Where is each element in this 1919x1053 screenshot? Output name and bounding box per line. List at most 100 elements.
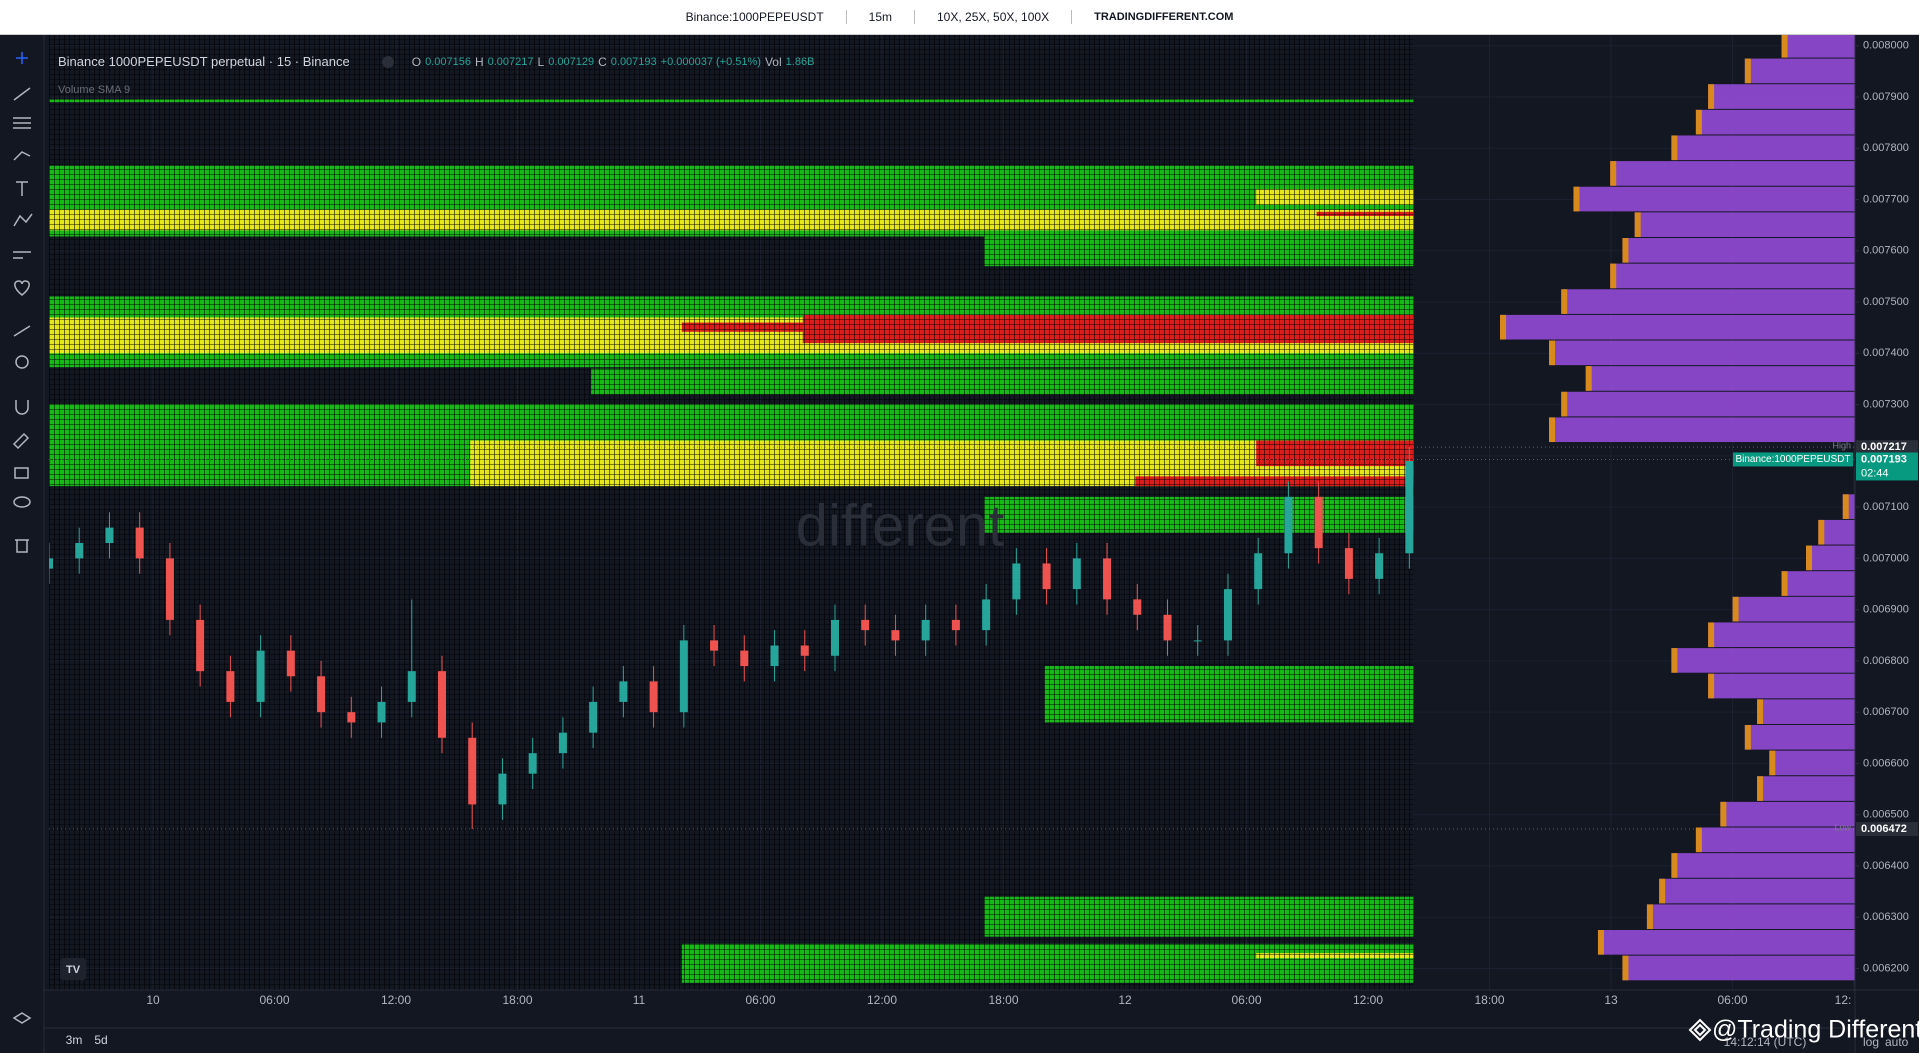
volume-profile-bar: [1671, 853, 1855, 878]
ohlc-value: 0.007129: [548, 55, 595, 68]
candle-body: [317, 676, 326, 713]
x-tick-label: 18:00: [988, 993, 1018, 1007]
vol-value: 1.86B: [785, 55, 815, 68]
candle-body: [377, 701, 386, 723]
range-button[interactable]: 3m: [66, 1033, 83, 1047]
legend-title: Binance 1000PEPEUSDT perpetual · 15 · Bi…: [58, 54, 350, 69]
candle-body: [710, 640, 719, 651]
volume-profile-edge: [1500, 314, 1507, 340]
candle-body: [770, 645, 779, 667]
x-tick-label: 12:00: [867, 993, 897, 1007]
y-tick-label: 0.006200: [1863, 962, 1909, 974]
price-countdown: 02:44: [1861, 467, 1889, 479]
range-button[interactable]: 5d: [94, 1033, 107, 1047]
volume-profile-bar: [1610, 263, 1855, 289]
toolbar-icons[interactable]: [12, 52, 33, 1024]
price-label: 0.007193: [1861, 453, 1907, 465]
candle-body: [226, 671, 235, 702]
interval[interactable]: 15m: [868, 10, 892, 24]
volume-profile-edge: [1622, 237, 1629, 263]
candle-body: [135, 527, 144, 559]
y-tick-label: 0.007500: [1863, 296, 1909, 308]
tv-logo[interactable]: [60, 958, 86, 980]
candle-body: [1254, 553, 1263, 590]
x-tick-label: 06:00: [1717, 993, 1747, 1007]
volume-profile-edge: [1561, 391, 1568, 417]
volume-profile-bar: [1732, 596, 1855, 622]
volume-profile-bar: [1561, 391, 1855, 417]
volume-profile-edge: [1744, 58, 1751, 84]
price-label-box: [1856, 822, 1918, 837]
candle-body: [649, 681, 658, 713]
x-tick-label: 18:00: [1474, 993, 1504, 1007]
candle-body: [558, 732, 567, 754]
volume-profile-edge: [1806, 545, 1813, 571]
ohlc-key: C: [598, 54, 607, 69]
candle-body: [800, 645, 809, 656]
y-tick-label: 0.007300: [1863, 399, 1909, 411]
ohlc-key: O: [411, 54, 422, 69]
change: +0.000037 (+0.51%): [660, 55, 761, 68]
clock: 14:12:14 (UTC): [1724, 1035, 1807, 1049]
y-tick-label: 0.006300: [1863, 911, 1909, 923]
candle-body: [498, 773, 507, 805]
candle-body: [196, 619, 205, 672]
price-label: 0.007217: [1861, 441, 1907, 453]
candle-body: [1344, 548, 1353, 579]
volume-profile-bar: [1646, 904, 1855, 930]
volume-profile-bar: [1757, 776, 1855, 801]
candle-body: [1012, 563, 1021, 600]
auto-toggle[interactable]: auto: [1885, 1035, 1909, 1049]
candle-body: [679, 640, 688, 713]
status-dot: [381, 55, 394, 68]
symbol[interactable]: Binance:1000PEPEUSDT: [685, 10, 824, 24]
volume-profile-edge: [1818, 519, 1825, 545]
candle-body: [982, 599, 991, 631]
indicator[interactable]: Volume SMA 9: [58, 84, 131, 96]
x-tick-label: 06:00: [745, 993, 775, 1007]
y-tick-label: 0.007400: [1863, 347, 1909, 359]
y-tick-label: 0.007900: [1863, 91, 1909, 103]
candle-body: [861, 619, 870, 631]
volume-profile-bar: [1597, 930, 1855, 955]
volume-profile-bar: [1708, 84, 1855, 109]
y-tick-label: 0.006600: [1863, 757, 1909, 769]
volume-profile-edge: [1646, 904, 1653, 930]
candle-body: [437, 671, 446, 738]
volume-profile-edge: [1671, 648, 1678, 673]
candle-body: [75, 543, 84, 559]
candle-body: [256, 650, 265, 702]
volume-profile-edge: [1573, 186, 1580, 212]
volume-profile-edge: [1695, 109, 1702, 135]
volume-profile-bar: [1695, 827, 1855, 853]
y-tick-label: 0.006900: [1863, 604, 1909, 616]
ohlc-key: L: [537, 54, 545, 69]
volume-profile-edge: [1671, 853, 1678, 878]
symbol-label: Binance:1000PEPEUSDT: [1735, 454, 1850, 465]
volume-profile-bar: [1671, 135, 1855, 161]
candle-body: [1405, 460, 1414, 554]
volume-profile-edge: [1744, 724, 1751, 750]
log-toggle[interactable]: log: [1863, 1035, 1879, 1049]
x-tick-label: 12:00: [381, 993, 411, 1007]
candle-body: [1193, 640, 1202, 642]
y-tick-label: 0.006400: [1863, 860, 1909, 872]
volume-profile-edge: [1757, 776, 1764, 801]
volume-profile-bar: [1806, 545, 1855, 571]
x-tick-label: 10: [146, 993, 160, 1007]
site[interactable]: TRADINGDIFFERENT.COM: [1094, 11, 1234, 23]
candle-body: [468, 737, 477, 805]
candle-body: [165, 558, 174, 620]
leverage: 10X, 25X, 50X, 100X: [937, 10, 1050, 24]
volume-profile-bar: [1769, 750, 1855, 776]
volume-profile-bar: [1622, 237, 1855, 263]
volume-profile-bar: [1610, 161, 1855, 186]
candle-body: [1072, 558, 1081, 590]
price-label: 0.006472: [1861, 823, 1907, 835]
volume-profile-edge: [1549, 340, 1555, 366]
candle-body: [951, 619, 960, 631]
y-tick-label: 0.007700: [1863, 193, 1909, 205]
volume-profile-bar: [1708, 622, 1855, 648]
candle-body: [1375, 553, 1384, 579]
volume-profile-edge: [1708, 84, 1715, 109]
